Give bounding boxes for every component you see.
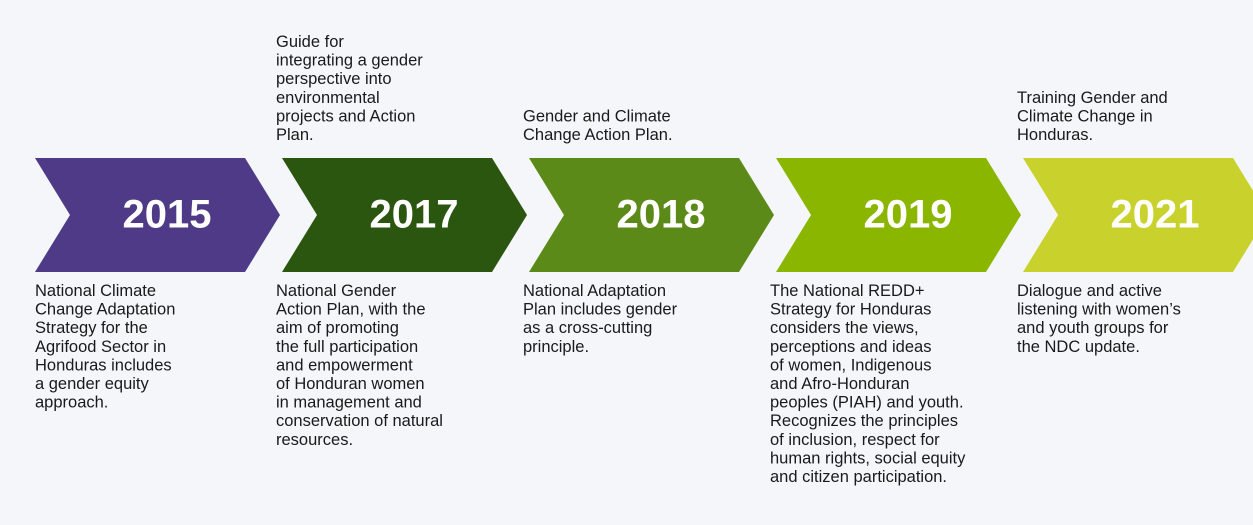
- above-text: projects and Action: [276, 107, 415, 125]
- below-text: in management and: [276, 394, 422, 412]
- above-text: Honduras.: [1017, 126, 1093, 144]
- below-text: Honduras includes: [35, 356, 172, 374]
- below-text: Dialogue and active: [1017, 282, 1162, 300]
- chevron: [776, 158, 1021, 272]
- below-text: Strategy for Honduras: [770, 301, 931, 319]
- below-text: Strategy for the: [35, 319, 148, 337]
- year: 2017: [370, 193, 459, 237]
- above-text: integrating a gender: [276, 52, 423, 70]
- below-text: listening with women’s: [1017, 301, 1181, 319]
- below-text: principle.: [523, 338, 589, 356]
- below-text: the full participation: [276, 338, 418, 356]
- below-text: Plan includes gender: [523, 301, 678, 319]
- below-text: peoples (PIAH) and youth.: [770, 394, 964, 412]
- below-text: of women, Indigenous: [770, 356, 931, 374]
- below-text: and empowerment: [276, 356, 413, 374]
- below-text: National Gender: [276, 282, 397, 300]
- below-text: of Honduran women: [276, 375, 425, 393]
- above-text: Change Action Plan.: [523, 126, 673, 144]
- below-text: The National REDD+: [770, 282, 925, 300]
- above-text: Climate Change in: [1017, 107, 1153, 125]
- chevron: [529, 158, 774, 272]
- below-text: a gender equity: [35, 375, 150, 393]
- below-text: resources.: [276, 431, 353, 449]
- year: 2021: [1111, 193, 1200, 237]
- above-text: Plan.: [276, 126, 314, 144]
- year: 2015: [123, 193, 212, 237]
- below-text: and youth groups for: [1017, 319, 1169, 337]
- below-text: and citizen participation.: [770, 468, 947, 486]
- chevron: [1023, 158, 1253, 272]
- above-text: environmental: [276, 89, 380, 107]
- below-text: National Adaptation: [523, 282, 666, 300]
- below-text: National Climate: [35, 282, 156, 300]
- below-text: as a cross-cutting: [523, 319, 652, 337]
- below-text: considers the views,: [770, 319, 919, 337]
- below-text: of inclusion, respect for: [770, 431, 940, 449]
- year: 2019: [864, 193, 953, 237]
- chevron: [282, 158, 527, 272]
- below-text: Change Adaptation: [35, 301, 175, 319]
- below-text: perceptions and ideas: [770, 338, 931, 356]
- above-text: Gender and Climate: [523, 107, 671, 125]
- below-text: and Afro-Honduran: [770, 375, 909, 393]
- below-text: Recognizes the principles: [770, 412, 958, 430]
- below-text: approach.: [35, 394, 108, 412]
- above-text: Training Gender and: [1017, 89, 1168, 107]
- below-text: Action Plan, with the: [276, 301, 426, 319]
- below-text: the NDC update.: [1017, 338, 1140, 356]
- year: 2018: [617, 193, 706, 237]
- below-text: aim of promoting: [276, 319, 399, 337]
- below-text: Agrifood Sector in: [35, 338, 166, 356]
- chevron: [35, 158, 280, 272]
- below-text: conservation of natural: [276, 412, 443, 430]
- above-text: perspective into: [276, 70, 392, 88]
- above-text: Guide for: [276, 33, 344, 51]
- below-text: human rights, social equity: [770, 449, 966, 467]
